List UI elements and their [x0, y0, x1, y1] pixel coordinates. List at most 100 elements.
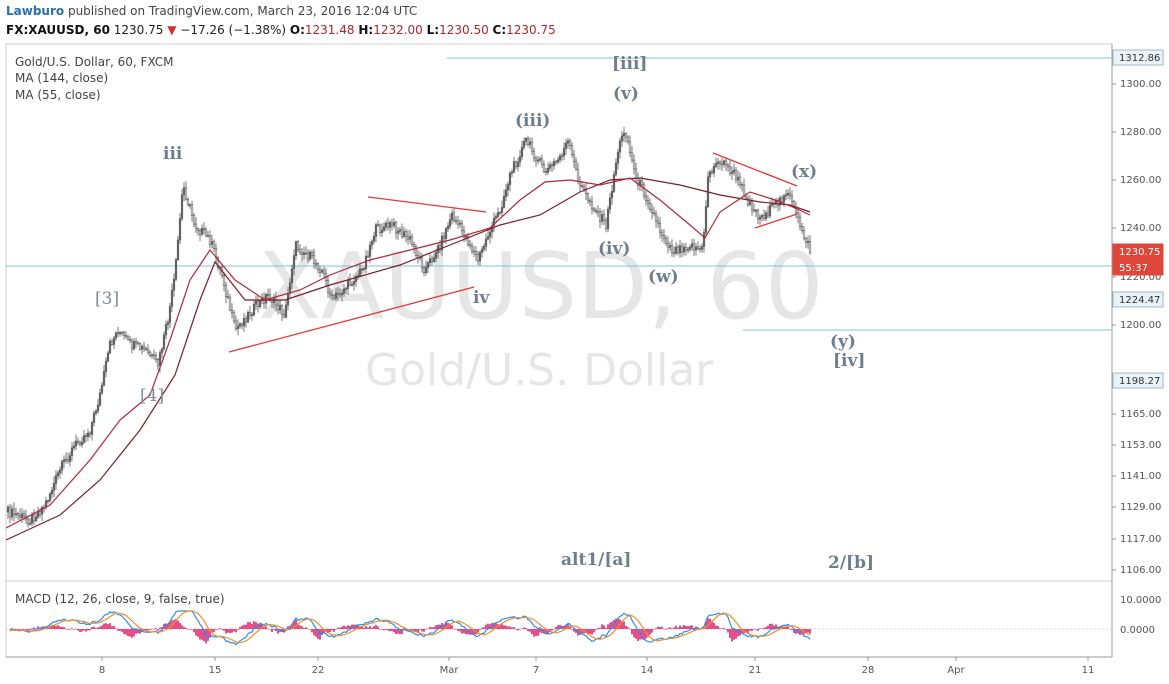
- candle: [700, 243, 704, 253]
- macd-bar: [211, 629, 213, 633]
- macd-bar: [681, 627, 683, 629]
- macd-bar: [737, 629, 739, 637]
- candle: [740, 181, 744, 192]
- macd-bar: [725, 629, 727, 630]
- candle: [606, 206, 610, 232]
- triangle-lower[interactable]: [754, 213, 798, 229]
- wave-label-y: (y): [830, 332, 856, 352]
- macd-bar: [651, 629, 653, 633]
- candle: [472, 246, 476, 257]
- macd-tick-0: 0.0000: [1120, 625, 1155, 636]
- macd-bar: [479, 629, 481, 630]
- macd-bar: [793, 629, 795, 633]
- macd-bar: [227, 629, 229, 633]
- macd-bar: [677, 627, 679, 629]
- candle: [508, 171, 512, 192]
- wave-label-iii-bracket: [iii]: [612, 54, 647, 74]
- candle: [190, 200, 194, 222]
- candle: [140, 344, 144, 355]
- macd-bar: [189, 629, 191, 630]
- macd-bar: [357, 625, 359, 629]
- candle: [360, 267, 364, 274]
- candle: [722, 159, 726, 168]
- macd-bar: [235, 629, 237, 633]
- high-label: H:: [358, 23, 374, 37]
- wave-label-iv: iv: [473, 288, 490, 308]
- watermark-name: Gold/U.S. Dollar: [365, 345, 714, 396]
- macd-bar: [707, 618, 709, 629]
- macd-bar: [529, 629, 531, 632]
- macd-bar: [303, 628, 305, 629]
- candle: [124, 331, 128, 339]
- macd-bar: [541, 629, 543, 634]
- macd-bar: [429, 626, 431, 629]
- candle: [120, 330, 124, 336]
- candle: [396, 227, 400, 240]
- macd-bar: [625, 625, 627, 629]
- candle: [322, 266, 326, 279]
- wave-label-w: (w): [648, 267, 679, 287]
- candle: [670, 239, 674, 257]
- macd-bar: [539, 629, 541, 633]
- candle: [466, 233, 470, 247]
- macd-bar: [415, 629, 417, 633]
- time-tick-label: 21: [749, 665, 762, 676]
- candle: [54, 470, 58, 490]
- candle: [556, 156, 560, 165]
- candle: [492, 212, 496, 233]
- candle: [256, 295, 260, 313]
- macd-bar: [715, 625, 717, 629]
- macd-bar: [297, 624, 299, 629]
- candle: [728, 160, 732, 177]
- macd-bar: [11, 628, 13, 629]
- macd-bar: [377, 626, 379, 629]
- candle: [166, 319, 170, 330]
- candle: [212, 239, 216, 253]
- candle: [236, 319, 240, 336]
- candle: [720, 158, 724, 172]
- candle: [626, 135, 630, 145]
- candle: [72, 441, 76, 451]
- trendline-upper[interactable]: [367, 196, 487, 213]
- triangle-upper[interactable]: [712, 152, 798, 187]
- macd-bar: [291, 623, 293, 629]
- macd-bar: [411, 629, 413, 631]
- macd-bar: [591, 629, 593, 635]
- candle: [196, 227, 200, 236]
- macd-bar: [483, 627, 485, 629]
- candle: [498, 211, 502, 216]
- candle: [60, 459, 64, 475]
- candle: [544, 167, 548, 176]
- macd-bar: [545, 629, 547, 635]
- candle: [292, 249, 296, 276]
- macd-bar: [79, 629, 81, 632]
- macd-bar: [145, 629, 147, 631]
- candle: [216, 256, 220, 271]
- candle: [316, 262, 320, 274]
- macd-bar: [647, 629, 649, 637]
- candle: [804, 237, 808, 249]
- macd-bar: [109, 623, 111, 629]
- candle: [424, 260, 428, 276]
- macd-bar: [623, 621, 625, 629]
- candle: [82, 429, 86, 444]
- price-tag-label: 1230.75: [1119, 247, 1160, 258]
- macd-bar: [553, 628, 555, 630]
- price-tag-label: 1224.47: [1119, 295, 1160, 306]
- macd-bar: [393, 629, 395, 633]
- trendline-lower[interactable]: [228, 286, 475, 353]
- candle: [350, 281, 354, 287]
- candle: [40, 505, 44, 522]
- author-link[interactable]: Lawburo: [6, 4, 65, 18]
- candle: [454, 216, 458, 225]
- candle: [336, 286, 340, 301]
- macd-bar: [95, 628, 97, 629]
- candle: [366, 250, 370, 258]
- macd-bar: [417, 629, 419, 633]
- time-tick-label: Apr: [947, 665, 965, 676]
- candle: [86, 428, 90, 442]
- macd-bar: [15, 629, 17, 630]
- candle: [496, 207, 500, 219]
- price-tick-label: 1300.00: [1120, 79, 1161, 90]
